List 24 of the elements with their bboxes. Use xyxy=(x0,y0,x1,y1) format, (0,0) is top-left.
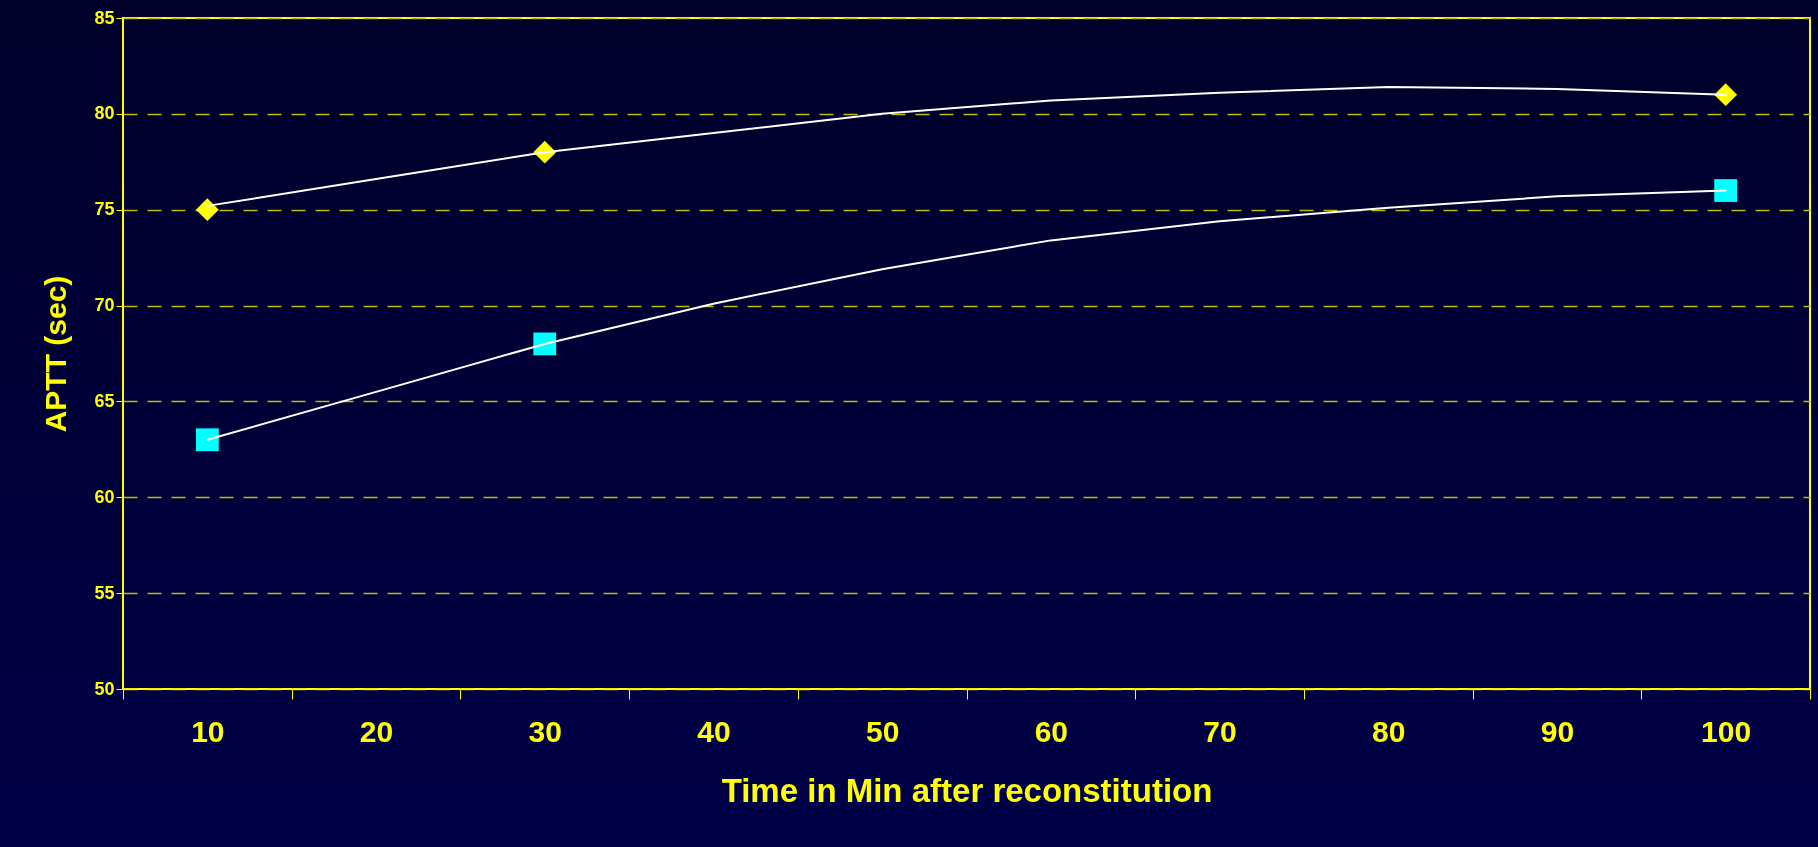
x-tick-label: 40 xyxy=(697,714,731,748)
x-tick-label: 10 xyxy=(191,714,225,748)
x-tick-label: 20 xyxy=(359,714,394,748)
y-tick-label: 65 xyxy=(94,390,115,411)
point xyxy=(195,198,219,222)
y-axis-title: APTT (sec) xyxy=(39,275,73,433)
x-tick-label: 50 xyxy=(865,714,900,748)
x-tick-label: 70 xyxy=(1203,714,1237,748)
y-tick-label: 50 xyxy=(94,678,115,699)
y-tick-label: 60 xyxy=(94,486,115,507)
x-tick-label: 30 xyxy=(528,714,562,748)
y-tick-label: 80 xyxy=(94,103,115,124)
y-tick-label: 85 xyxy=(94,7,115,28)
x-tick-label: 60 xyxy=(1034,714,1069,748)
point xyxy=(195,428,219,452)
y-tick-label: 70 xyxy=(94,295,115,316)
x-axis-title: Time in Min after reconstitution xyxy=(721,771,1213,809)
point xyxy=(1714,83,1738,107)
x-tick-label: 80 xyxy=(1372,714,1406,748)
point xyxy=(1714,179,1738,202)
x-tick-label: 100 xyxy=(1701,714,1752,748)
y-tick-label: 75 xyxy=(94,199,115,220)
y-tick-label: 55 xyxy=(94,582,115,603)
x-tick-label: 90 xyxy=(1540,714,1575,748)
